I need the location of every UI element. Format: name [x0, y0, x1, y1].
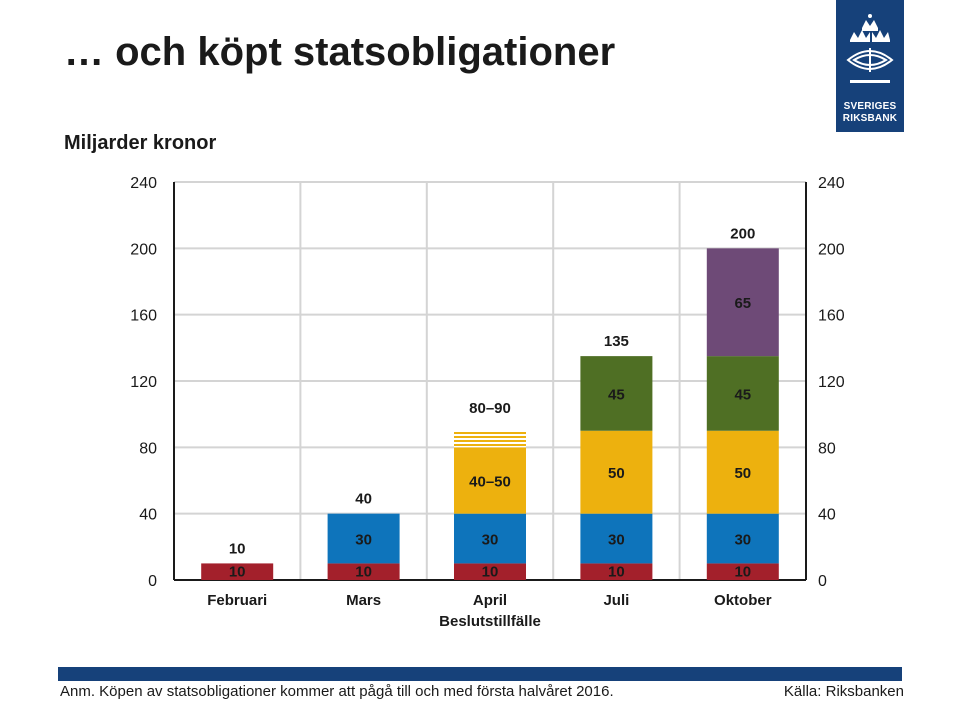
bar-segment [454, 430, 526, 448]
bar-segment [454, 513, 526, 564]
bar-segment [327, 513, 400, 564]
x-category-label: Juli [603, 592, 629, 609]
footer-source: Källa: Riksbanken [783, 683, 904, 700]
bar-segment [580, 563, 653, 580]
y-tick-label-left: 0 [148, 573, 157, 590]
bar-segment-label: 50 [734, 465, 751, 482]
riksbank-logo: SVERIGES RIKSBANK [836, 0, 904, 132]
y-tick-label-right: 80 [818, 440, 836, 457]
x-category-label: Mars [346, 592, 381, 609]
bar-segment [454, 563, 526, 580]
bar-segment [580, 513, 653, 564]
bar-segment-label: 45 [734, 386, 751, 403]
bar-total-label: 80–90 [469, 400, 511, 417]
bar-segment [706, 513, 779, 564]
bar-segment-label: 10 [229, 564, 246, 581]
logo-text-sveriges: SVERIGES [843, 101, 897, 112]
bar-segment-label: 65 [734, 295, 751, 312]
bar-segment [454, 447, 526, 514]
bar-segment [706, 248, 779, 357]
y-tick-label-left: 200 [130, 241, 157, 258]
bar-segment [706, 356, 779, 431]
logo-text-riksbank: RIKSBANK [842, 113, 898, 124]
bar-segment-label: 50 [608, 465, 625, 482]
x-category-label: April [473, 592, 507, 609]
bar-segment-label: 10 [355, 564, 372, 581]
bar-total-label: 135 [604, 333, 629, 350]
bar-segment-label: 40–50 [469, 474, 511, 491]
footer-note: Anm. Köpen av statsobligationer kommer a… [60, 683, 614, 700]
y-tick-label-right: 160 [818, 308, 845, 325]
x-category-label: Februari [207, 592, 267, 609]
bar-segment [706, 563, 779, 580]
y-tick-label-right: 0 [818, 573, 827, 590]
y-tick-label-right: 120 [818, 374, 845, 391]
y-tick-label-left: 160 [130, 308, 157, 325]
bar-segment-label: 10 [734, 564, 751, 581]
y-tick-label-right: 40 [818, 507, 836, 524]
footer-band [58, 667, 902, 681]
y-tick-label-right: 200 [818, 241, 845, 258]
bar-total-label: 200 [730, 225, 755, 242]
x-category-label: Oktober [714, 592, 772, 609]
chart-title: … och köpt statsobligationer [64, 30, 616, 74]
bar-segment-label: 30 [734, 532, 751, 549]
bar-segment [327, 563, 400, 580]
y-tick-label-left: 120 [130, 374, 157, 391]
y-tick-label-left: 240 [130, 175, 157, 192]
bar-segment-label: 30 [355, 532, 372, 549]
bar-total-label: 10 [229, 540, 246, 557]
y-axis-unit-label: Miljarder kronor [64, 132, 217, 154]
bar-segment-label: 30 [608, 532, 625, 549]
bar-segment-label: 10 [608, 564, 625, 581]
x-category-sublabel: Beslutstillfälle [439, 613, 541, 630]
bar-segment [580, 430, 653, 514]
bar-segment-label: 10 [482, 564, 499, 581]
y-tick-label-left: 40 [139, 507, 157, 524]
bar-segment [580, 356, 653, 431]
bar-segment [201, 563, 274, 580]
bar-segment [706, 430, 779, 514]
stacked-bar-chart: 0 0 40 40 80 80 120 120 160 160 200 200 240 240 10 10 Fe… [130, 175, 845, 630]
y-tick-label-right: 240 [818, 175, 845, 192]
bar-total-label: 40 [355, 491, 372, 508]
y-tick-label-left: 80 [139, 440, 157, 457]
bar-segment-label: 45 [608, 386, 625, 403]
crown-emblem-icon [846, 14, 894, 83]
bar-segment-label: 30 [482, 532, 499, 549]
